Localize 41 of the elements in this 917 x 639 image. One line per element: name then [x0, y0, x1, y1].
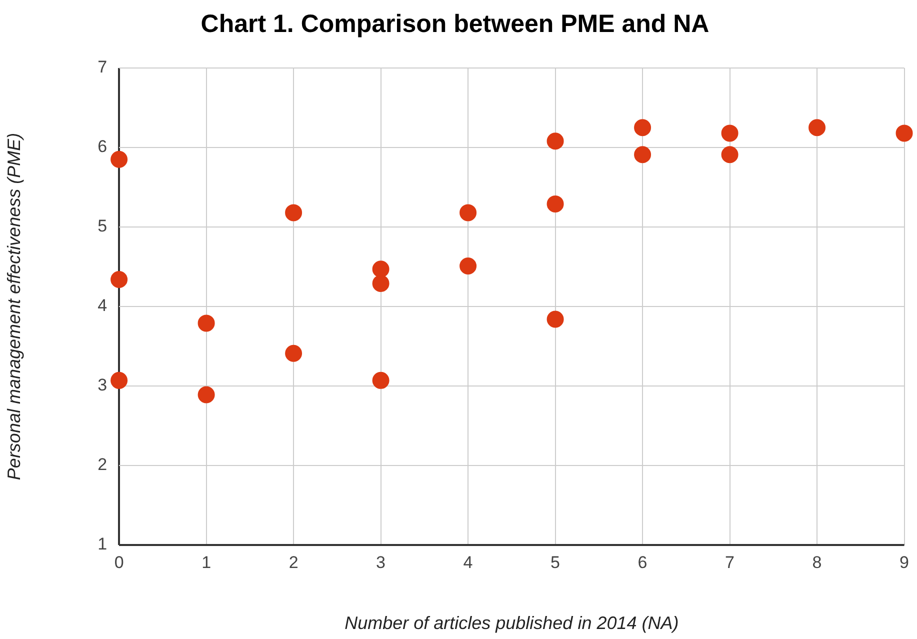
point	[285, 204, 302, 222]
x-axis-title: Number of articles published in 2014 (NA)	[344, 613, 679, 634]
point	[546, 195, 564, 212]
y-tick-label: 3	[98, 376, 108, 395]
x-tick-label: 6	[638, 552, 648, 572]
point	[198, 314, 215, 332]
y-tick-label: 5	[98, 216, 108, 236]
y-axis-title: Personal management effectiveness (PME)	[4, 132, 24, 480]
x-tick-label: 2	[288, 552, 298, 572]
point	[896, 124, 913, 142]
y-tick-label: 6	[98, 137, 108, 156]
x-tick-label: 8	[812, 552, 822, 572]
point	[460, 204, 477, 222]
x-tick-label: 3	[376, 552, 386, 572]
x-tick-label: 5	[550, 552, 560, 572]
point	[285, 344, 302, 362]
y-tick-label: 1	[98, 534, 108, 554]
point	[721, 146, 738, 164]
y-tick-label: 4	[98, 296, 108, 316]
point	[634, 119, 652, 136]
point	[546, 132, 564, 150]
y-tick-label: 7	[98, 58, 108, 77]
point	[460, 257, 477, 274]
point	[372, 372, 390, 389]
chart-title: Chart 1. Comparison between PME and NA	[200, 10, 710, 38]
x-tick-label: 0	[114, 552, 124, 572]
point	[110, 372, 128, 389]
point	[372, 260, 390, 278]
point	[110, 270, 128, 288]
point	[546, 310, 564, 328]
x-tick-label: 4	[463, 552, 473, 572]
point	[372, 274, 390, 292]
point	[110, 150, 128, 168]
x-tick-label: 9	[900, 552, 910, 572]
point	[721, 124, 738, 142]
point	[198, 386, 215, 404]
point	[808, 119, 826, 136]
x-tick-label: 7	[725, 552, 735, 572]
y-tick-label: 2	[98, 455, 108, 474]
point	[634, 146, 652, 164]
x-tick-label: 1	[202, 552, 212, 572]
